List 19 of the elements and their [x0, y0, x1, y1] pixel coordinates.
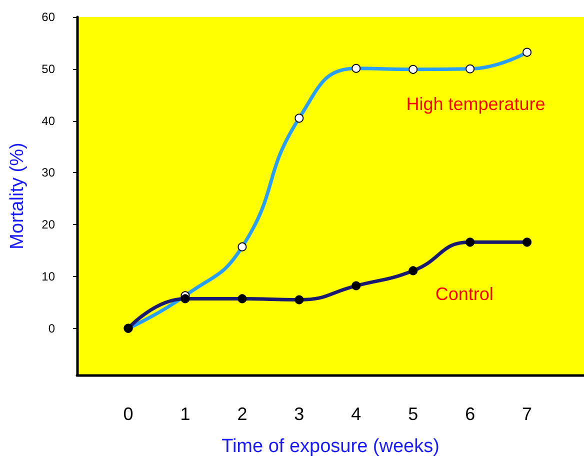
y-tick-label: 10 — [42, 269, 56, 284]
series-label: Control — [435, 284, 494, 304]
x-tick-label: 6 — [465, 404, 476, 424]
x-tick-label: 7 — [522, 404, 532, 424]
x-tick-label: 2 — [237, 404, 248, 424]
x-tick-label: 4 — [351, 404, 362, 424]
series-label: High temperature — [406, 94, 546, 114]
y-tick-label: 0 — [48, 321, 56, 336]
x-axis-title: Time of exposure (weeks) — [222, 436, 440, 457]
y-tick-label: 20 — [42, 218, 56, 232]
y-tick-label: 30 — [42, 166, 56, 180]
y-axis-title: Mortality (%) — [7, 142, 28, 250]
y-tick-label: 60 — [42, 10, 56, 24]
x-tick-label: 0 — [123, 404, 134, 424]
x-tick-label: 1 — [180, 404, 190, 424]
y-tick-label: 50 — [42, 62, 56, 76]
y-tick-label: 40 — [42, 114, 56, 128]
x-tick-label: 3 — [294, 404, 304, 424]
x-tick-label: 5 — [408, 404, 418, 424]
